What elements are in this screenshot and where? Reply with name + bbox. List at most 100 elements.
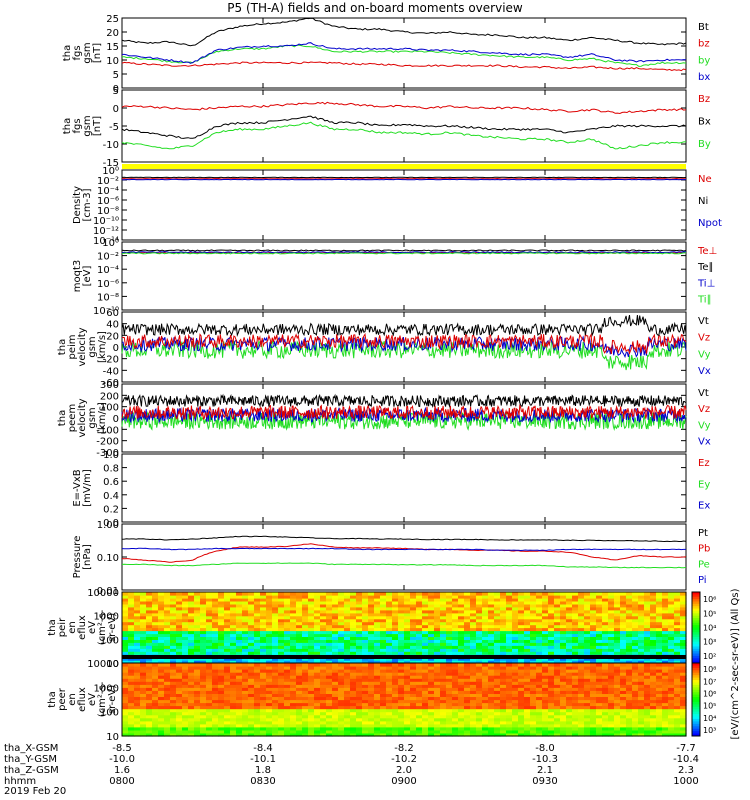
heatmap-cell	[362, 666, 369, 670]
heatmap-cell	[548, 684, 555, 688]
heatmap-cell	[392, 714, 399, 719]
heatmap-cell	[626, 660, 633, 664]
heatmap-cell	[122, 603, 129, 608]
heatmap-cell	[458, 663, 465, 667]
heatmap-cell	[320, 633, 327, 637]
heatmap-cell	[584, 666, 591, 670]
heatmap-cell	[194, 636, 201, 640]
heatmap-cell	[308, 733, 315, 737]
heatmap-cell	[368, 663, 375, 667]
heatmap-cell	[662, 648, 669, 652]
heatmap-cell	[560, 723, 567, 728]
heatmap-cell	[488, 600, 495, 605]
heatmap-cell	[572, 693, 579, 697]
heatmap-cell	[566, 693, 573, 697]
heatmap-cell	[566, 675, 573, 679]
legend-by: By	[698, 139, 711, 150]
heatmap-cell	[194, 696, 201, 701]
heatmap-cell	[596, 729, 603, 734]
heatmap-cell	[164, 633, 171, 637]
heatmap-cell	[620, 595, 627, 599]
heatmap-cell	[212, 592, 219, 596]
heatmap-cell	[674, 733, 681, 737]
heatmap-cell	[266, 690, 273, 694]
heatmap-cell	[572, 651, 579, 655]
heatmap-cell	[650, 660, 657, 664]
heatmap-cell	[524, 595, 531, 599]
heatmap-cell	[530, 672, 537, 676]
heatmap-cell	[128, 729, 135, 734]
heatmap-cell	[170, 720, 177, 725]
heatmap-cell	[674, 603, 681, 608]
y-axis-label: peir	[57, 617, 68, 637]
heatmap-cell	[308, 606, 315, 611]
heatmap-cell	[422, 592, 429, 596]
heatmap-cell	[500, 603, 507, 608]
heatmap-cell	[506, 642, 513, 646]
heatmap-cell	[464, 609, 471, 614]
heatmap-cell	[482, 696, 489, 701]
heatmap-cell	[170, 621, 177, 626]
heatmap-cell	[446, 681, 453, 685]
heatmap-cell	[482, 636, 489, 640]
heatmap-cell	[188, 633, 195, 637]
heatmap-cell	[224, 612, 231, 617]
heatmap-cell	[236, 696, 243, 701]
heatmap-cell	[656, 648, 663, 652]
heatmap-cell	[680, 597, 687, 602]
heatmap-cell	[446, 705, 453, 710]
heatmap-cell	[614, 733, 621, 737]
heatmap-cell	[296, 672, 303, 676]
heatmap-cell	[674, 711, 681, 716]
heatmap-cell	[206, 693, 213, 697]
heatmap-cell	[122, 669, 129, 673]
heatmap-cell	[488, 717, 495, 722]
heatmap-cell	[614, 603, 621, 608]
heatmap-cell	[656, 603, 663, 608]
heatmap-cell	[518, 672, 525, 676]
heatmap-cell	[188, 636, 195, 640]
heatmap-cell	[494, 720, 501, 725]
heatmap-cell	[296, 669, 303, 673]
heatmap-cell	[548, 639, 555, 643]
heatmap-cell	[320, 612, 327, 617]
heatmap-cell	[476, 690, 483, 694]
heatmap-cell	[320, 606, 327, 611]
heatmap-cell	[332, 642, 339, 646]
heatmap-cell	[410, 699, 417, 704]
heatmap-cell	[266, 651, 273, 655]
heatmap-cell	[476, 630, 483, 635]
heatmap-cell	[410, 690, 417, 694]
heatmap-cell	[170, 648, 177, 652]
heatmap-cell	[428, 642, 435, 646]
heatmap-cell	[170, 609, 177, 614]
heatmap-cell	[248, 660, 255, 664]
heatmap-cell	[356, 603, 363, 608]
heatmap-cell	[122, 592, 129, 596]
heatmap-cell	[344, 633, 351, 637]
heatmap-cell	[422, 723, 429, 728]
heatmap-cell	[212, 729, 219, 734]
heatmap-cell	[626, 687, 633, 691]
heatmap-cell	[164, 690, 171, 694]
heatmap-cell	[386, 711, 393, 716]
heatmap-cell	[512, 636, 519, 640]
heatmap-cell	[200, 606, 207, 611]
heatmap-cell	[302, 684, 309, 688]
heatmap-cell	[380, 678, 387, 682]
colorbar-cell	[692, 606, 700, 610]
heatmap-cell	[212, 645, 219, 649]
heatmap-cell	[638, 726, 645, 731]
heatmap-cell	[260, 690, 267, 694]
heatmap-cell	[212, 717, 219, 722]
heatmap-cell	[194, 723, 201, 728]
heatmap-cell	[272, 690, 279, 694]
heatmap-cell	[356, 733, 363, 737]
heatmap-cell	[584, 618, 591, 623]
heatmap-cell	[416, 666, 423, 670]
heatmap-cell	[638, 711, 645, 716]
series-pi	[121, 547, 686, 552]
legend-pt: Pt	[698, 528, 708, 539]
heatmap-cell	[668, 693, 675, 697]
heatmap-cell	[440, 672, 447, 676]
